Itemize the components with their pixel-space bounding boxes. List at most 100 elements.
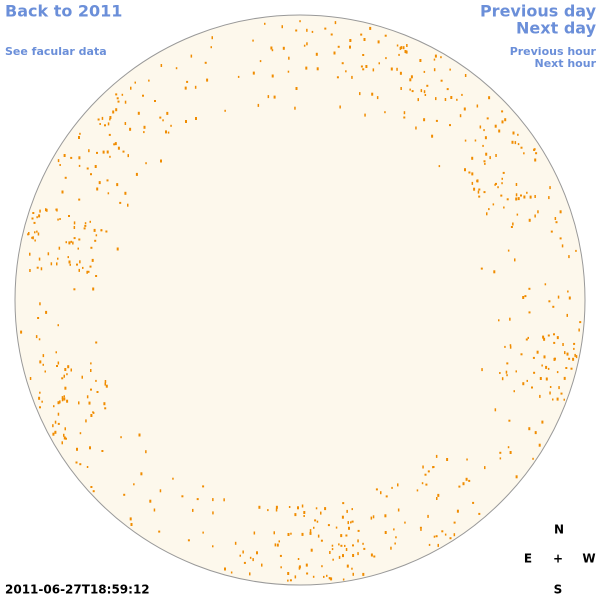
facula: [98, 181, 101, 185]
facula: [538, 443, 541, 447]
next-day-link[interactable]: Next day: [516, 19, 597, 38]
facula: [369, 26, 372, 30]
facula: [499, 457, 502, 460]
facula: [468, 171, 471, 174]
facula: [352, 572, 354, 576]
facula: [446, 88, 449, 91]
facula: [121, 93, 124, 96]
facula: [478, 188, 481, 191]
facula: [38, 257, 41, 261]
facula: [427, 514, 429, 518]
facula: [390, 67, 393, 71]
previous-hour-link[interactable]: Previous hour: [510, 45, 597, 58]
facula: [526, 379, 528, 382]
facula: [68, 241, 71, 245]
next-hour-link[interactable]: Next hour: [535, 57, 597, 70]
facula: [336, 76, 339, 79]
facula: [328, 577, 331, 580]
facula: [316, 67, 319, 71]
facula: [67, 365, 70, 369]
facula: [73, 237, 76, 240]
facula: [172, 477, 174, 480]
facula: [419, 59, 422, 62]
facula: [270, 46, 273, 50]
facula: [142, 94, 144, 97]
facula: [332, 558, 334, 561]
facula: [376, 96, 379, 100]
facula: [539, 394, 541, 398]
facula: [554, 217, 557, 220]
facula: [349, 39, 352, 42]
facula: [76, 447, 78, 451]
facula: [320, 539, 323, 542]
facula: [116, 97, 119, 100]
facula: [106, 150, 109, 154]
facula: [393, 528, 395, 531]
facula: [403, 116, 406, 119]
facula: [195, 117, 197, 120]
facula: [32, 236, 34, 240]
facula: [494, 124, 497, 128]
facula: [542, 335, 545, 339]
facula: [399, 46, 402, 50]
back-link[interactable]: Back to 2011: [5, 2, 122, 21]
compass-south: S: [554, 583, 563, 597]
facula: [423, 118, 426, 122]
facula: [398, 53, 400, 56]
facula: [303, 511, 306, 514]
facula: [34, 231, 36, 234]
facula: [422, 465, 424, 469]
facula: [377, 40, 380, 44]
compass-north: N: [554, 523, 564, 537]
facula: [520, 353, 523, 356]
facula: [550, 230, 553, 233]
facula: [61, 377, 64, 380]
facula: [31, 236, 34, 239]
facula: [154, 100, 156, 102]
facula: [481, 368, 483, 372]
facula: [90, 486, 93, 488]
facula: [267, 509, 269, 512]
facula: [464, 139, 467, 142]
facula: [523, 195, 526, 199]
facula: [464, 74, 467, 77]
faculae: [20, 20, 582, 582]
facula: [316, 520, 319, 523]
facula: [84, 222, 87, 225]
facula: [72, 241, 74, 245]
facular-data-link[interactable]: See facular data: [5, 45, 107, 58]
facula: [568, 357, 571, 360]
facula: [305, 563, 308, 567]
facula: [96, 151, 98, 154]
facula: [45, 310, 48, 314]
facula: [64, 386, 67, 390]
facula: [211, 36, 213, 40]
facula: [547, 334, 550, 337]
facula: [63, 436, 66, 440]
facula: [471, 156, 474, 160]
facula: [346, 564, 349, 568]
facula: [313, 526, 315, 529]
facula: [424, 94, 427, 96]
facula: [370, 516, 373, 520]
facula: [344, 544, 346, 547]
facula: [453, 521, 456, 524]
facula: [210, 46, 212, 49]
facula: [349, 45, 351, 49]
facula: [90, 369, 92, 372]
facula: [525, 338, 528, 341]
facula: [411, 90, 414, 93]
facula: [29, 269, 31, 272]
previous-day-link[interactable]: Previous day: [480, 2, 597, 21]
facula: [537, 210, 539, 214]
facula: [46, 208, 48, 212]
facula: [345, 534, 348, 537]
facula: [61, 441, 63, 445]
facula: [78, 198, 81, 201]
facula: [287, 572, 290, 575]
facula: [515, 183, 518, 186]
facula: [280, 566, 282, 569]
facula: [449, 124, 451, 127]
facula: [77, 247, 79, 250]
facula: [372, 68, 375, 72]
